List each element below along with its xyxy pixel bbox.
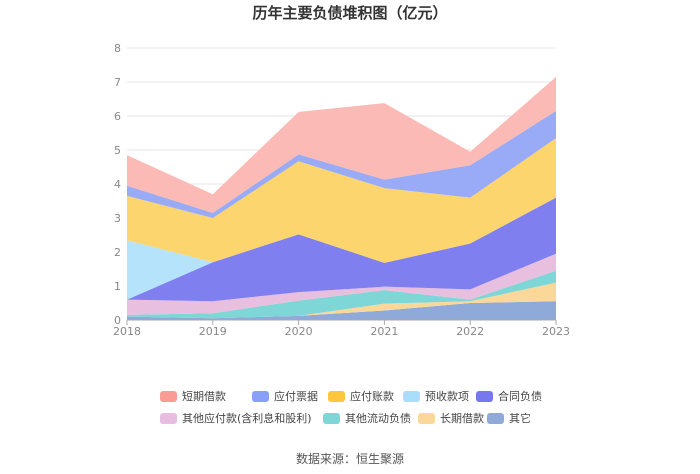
- legend-label: 应付票据: [274, 390, 318, 403]
- legend-swatch: [160, 412, 177, 424]
- series-areas: [127, 76, 556, 320]
- legend-label: 长期借款: [440, 412, 484, 425]
- area-series-4[interactable]: [127, 197, 556, 302]
- legend-item[interactable]: 长期借款: [418, 411, 484, 425]
- legend-swatch: [418, 412, 435, 424]
- legend-item[interactable]: 其他流动负债: [323, 411, 411, 425]
- legend-item[interactable]: 其它: [487, 411, 531, 425]
- legend-label: 其他应付款(含利息和股利): [182, 412, 312, 425]
- legend-item[interactable]: 应付账款: [328, 389, 394, 403]
- area-series-3[interactable]: [127, 253, 556, 315]
- y-tick-label: 8: [114, 42, 121, 55]
- legend-item[interactable]: 预收款项: [403, 389, 469, 403]
- legend-item[interactable]: 短期借款: [160, 389, 226, 403]
- x-tick-label: 2020: [285, 325, 313, 338]
- y-tick-label: 5: [114, 144, 121, 157]
- legend-swatch: [403, 390, 420, 402]
- area-series-6[interactable]: [127, 138, 556, 263]
- area-series-1[interactable]: [127, 282, 556, 319]
- chart-title: 历年主要负债堆积图（亿元）: [252, 4, 448, 22]
- legend-label: 短期借款: [182, 390, 226, 403]
- area-series-0[interactable]: [127, 301, 556, 320]
- x-tick-label: 2018: [113, 325, 141, 338]
- data-source-note: 数据来源：恒生聚源: [295, 452, 404, 466]
- legend-label: 预收款项: [425, 390, 469, 403]
- area-series-2[interactable]: [127, 270, 556, 319]
- legend-item[interactable]: 合同负债: [476, 389, 542, 403]
- y-tick-label: 3: [114, 212, 121, 225]
- axes: 0 1 2 3 4 5 6 7 8 2018 2019 2020 2021 2022 2023: [113, 42, 570, 338]
- legend-swatch: [323, 412, 340, 424]
- y-tick-label: 1: [114, 280, 121, 293]
- x-tick-label: 2021: [370, 325, 398, 338]
- area-series-8[interactable]: [127, 76, 556, 213]
- x-tick-label: 2019: [199, 325, 227, 338]
- x-tick-label: 2023: [542, 325, 570, 338]
- y-tick-label: 6: [114, 110, 121, 123]
- y-tick-label: 2: [114, 246, 121, 259]
- legend-label: 应付账款: [350, 390, 394, 403]
- legend-swatch: [160, 390, 177, 402]
- legend-item[interactable]: 其他应付款(含利息和股利): [160, 411, 312, 425]
- y-tick-label: 0: [114, 314, 121, 327]
- legend-swatch: [476, 390, 493, 402]
- legend-swatch: [252, 390, 269, 402]
- legend-swatch: [328, 390, 345, 402]
- legend-label: 合同负债: [498, 390, 542, 403]
- area-series-7[interactable]: [127, 110, 556, 218]
- legend-item[interactable]: 应付票据: [252, 389, 318, 403]
- legend-label: 其他流动负债: [345, 412, 411, 425]
- legend-swatch: [487, 412, 504, 424]
- legend-label: 其它: [509, 412, 531, 425]
- y-tick-label: 4: [114, 178, 121, 191]
- y-tick-label: 7: [114, 76, 121, 89]
- x-tick-label: 2022: [456, 325, 484, 338]
